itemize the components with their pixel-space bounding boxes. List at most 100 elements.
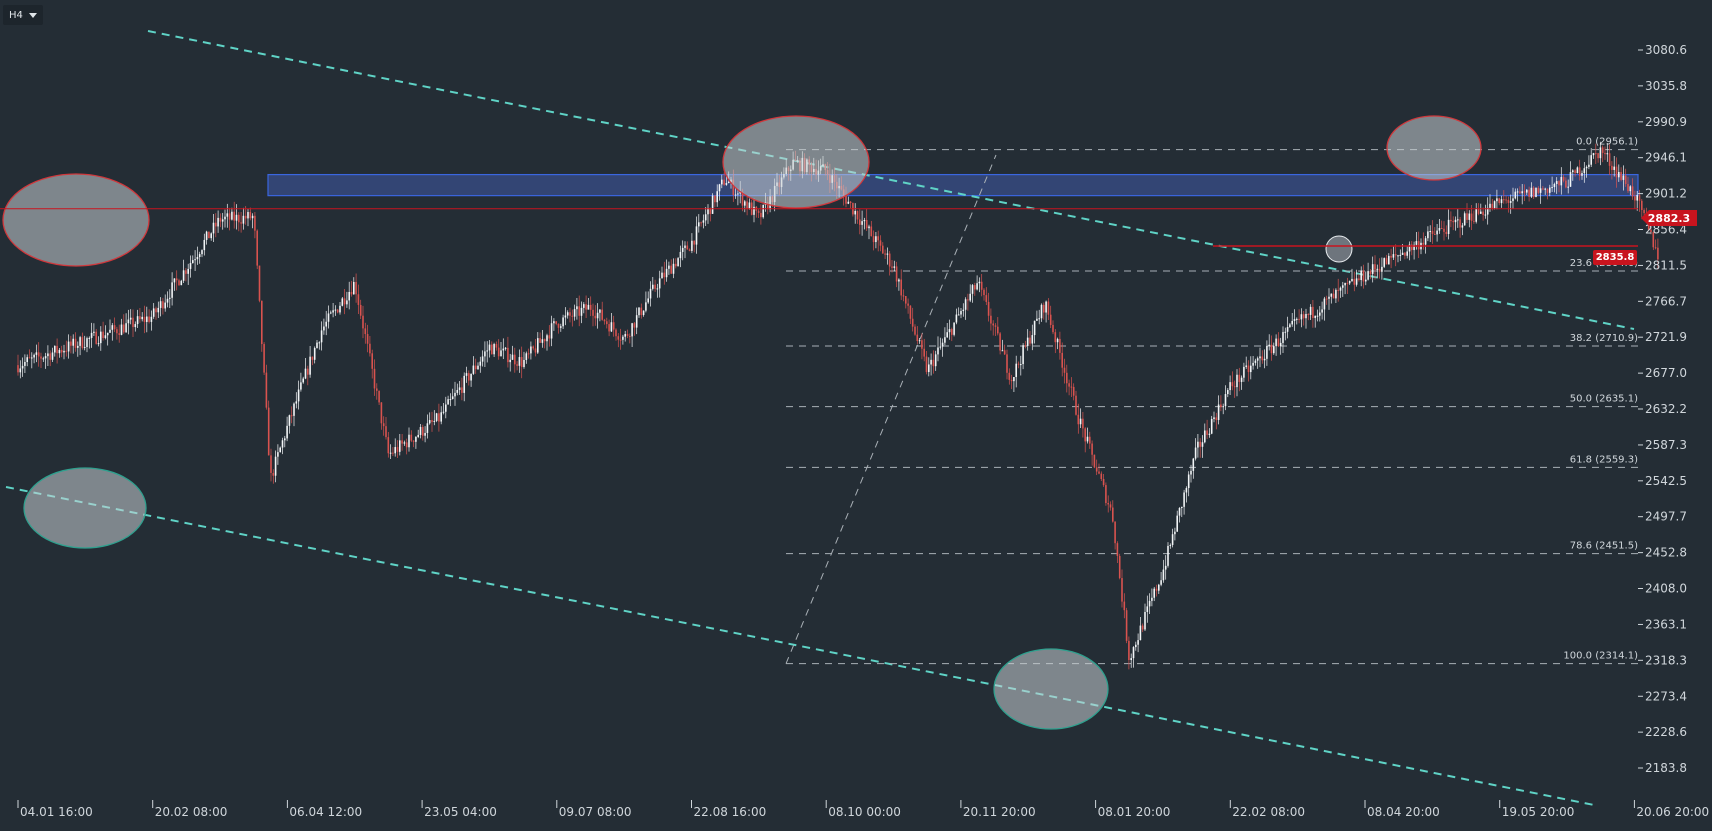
candle-body-216	[514, 354, 516, 365]
candle-body-550	[1282, 332, 1284, 343]
candle-body-636	[1480, 211, 1482, 214]
candle-body-466	[1089, 436, 1091, 444]
horizontal-lines-layer	[0, 208, 1638, 247]
candle-body-39	[106, 332, 109, 336]
candle-body-660	[1535, 187, 1537, 198]
candle-body-406	[951, 329, 953, 335]
marker-price-tag: 2835.8	[1593, 250, 1637, 265]
candle-body-422	[987, 301, 990, 316]
candle-body-482	[1125, 610, 1128, 641]
candle-body-128	[311, 356, 314, 360]
candle-body-704	[1636, 195, 1638, 201]
candle-body-251	[594, 315, 597, 319]
candle-body-478	[1116, 543, 1119, 556]
candle-body-374	[877, 236, 879, 241]
candle-body-123	[300, 382, 302, 390]
y-tick-label-20: 2183.8	[1645, 761, 1687, 775]
candle-body-568	[1323, 298, 1326, 310]
candle-body-472	[1102, 478, 1105, 486]
candle-body-552	[1286, 327, 1289, 332]
candle-body-602	[1401, 252, 1404, 255]
candle-body-639	[1486, 207, 1489, 215]
candle-body-601	[1399, 254, 1402, 256]
candle-body-622	[1447, 219, 1450, 234]
candle-body-386	[905, 296, 907, 304]
candle-body-544	[1268, 344, 1270, 346]
candle-body-468	[1093, 454, 1096, 468]
candle-body-627	[1459, 219, 1461, 228]
candle-body-705	[1638, 195, 1641, 201]
candle-body-55	[143, 316, 146, 322]
candle-body-473	[1105, 485, 1107, 504]
candle-body-151	[364, 328, 367, 335]
chevron-down-icon	[28, 12, 37, 18]
candle-body-108	[265, 372, 268, 408]
fib-level-label-5: 78.6 (2451.5)	[1570, 541, 1638, 552]
candle-body-247	[585, 304, 587, 310]
candle-body-667	[1551, 187, 1553, 189]
candle-body-99	[244, 215, 247, 219]
candle-body-572	[1332, 293, 1335, 299]
candle-body-629	[1463, 213, 1466, 226]
candle-body-211	[502, 348, 505, 351]
candle-body-630	[1466, 213, 1468, 220]
candle-body-161	[387, 437, 390, 454]
candle-body-640	[1489, 203, 1491, 208]
candle-body-464	[1084, 428, 1086, 442]
candle-body-42	[113, 325, 116, 330]
timeframe-selector[interactable]: H4	[3, 5, 43, 25]
candle-body-69	[175, 278, 178, 281]
candle-body-614	[1429, 231, 1431, 233]
x-tick-label-5: 22.08 16:00	[694, 805, 767, 819]
candle-body-260	[615, 329, 617, 337]
candle-body-231	[548, 335, 551, 339]
candle-body-608	[1415, 241, 1418, 245]
candle-body-371	[870, 226, 873, 237]
candle-body-97	[240, 222, 242, 224]
candle-body-120	[293, 403, 295, 416]
candle-body-159	[382, 423, 385, 427]
candle-body-489	[1141, 625, 1144, 630]
highlight-ellipses-layer	[2, 115, 1482, 730]
candle-body-249	[589, 304, 592, 310]
candle-body-534	[1245, 365, 1247, 367]
candle-body-677	[1574, 170, 1576, 174]
candle-body-77	[194, 259, 196, 261]
candle-body-537	[1252, 362, 1254, 366]
candle-body-365	[856, 210, 859, 220]
candle-body-85	[212, 222, 215, 234]
candle-body-158	[380, 402, 383, 424]
x-tick-label-3: 23.05 04:00	[424, 805, 497, 819]
candle-body-699	[1624, 175, 1627, 184]
candle-body-514	[1199, 441, 1201, 447]
candle-body-394	[923, 348, 925, 357]
candle-body-689	[1601, 147, 1604, 153]
candle-body-493	[1151, 597, 1153, 601]
candle-body-292	[688, 249, 691, 251]
candle-body-645	[1500, 199, 1503, 204]
candle-body-134	[325, 321, 327, 327]
candle-body-564	[1314, 315, 1316, 318]
candle-body-623	[1450, 219, 1452, 222]
candle-body-209	[497, 347, 500, 357]
candle-body-397	[930, 359, 932, 365]
candle-body-185	[442, 411, 445, 413]
candle-body-657	[1528, 189, 1530, 197]
candle-body-675	[1569, 172, 1572, 187]
candle-body-318	[748, 202, 751, 209]
candle-body-606	[1411, 244, 1413, 251]
candle-body-436	[1020, 364, 1022, 366]
candle-body-631	[1468, 213, 1471, 220]
candle-body-215	[511, 354, 514, 360]
candle-body-90	[224, 216, 226, 220]
candle-body-41	[111, 325, 114, 330]
candle-body-169	[405, 442, 408, 448]
candle-body-182	[435, 413, 438, 421]
candle-body-516	[1204, 430, 1206, 443]
candle-body-597	[1390, 255, 1392, 258]
candle-body-150	[362, 315, 364, 329]
candle-body-588	[1369, 271, 1372, 274]
candle-body-122	[297, 389, 300, 402]
candle-body-420	[983, 289, 985, 296]
